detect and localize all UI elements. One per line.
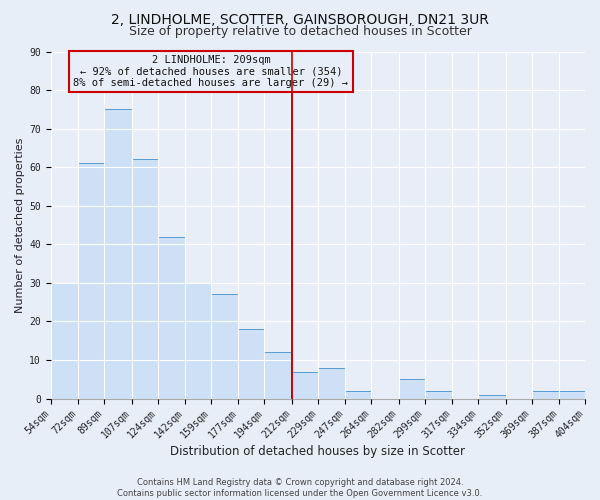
Bar [425,391,452,398]
Bar [559,391,585,398]
Bar [425,391,452,398]
Bar [78,164,104,398]
Bar [265,352,292,399]
Bar [211,294,238,399]
Bar [211,294,238,399]
Bar [50,283,78,399]
Bar [104,110,131,399]
Bar [346,391,371,398]
Bar [318,368,346,398]
X-axis label: Distribution of detached houses by size in Scotter: Distribution of detached houses by size … [170,444,466,458]
Bar [346,391,371,398]
Bar [238,329,265,398]
Bar [559,391,585,398]
Bar [78,164,104,398]
Text: 2 LINDHOLME: 209sqm
← 92% of detached houses are smaller (354)
8% of semi-detach: 2 LINDHOLME: 209sqm ← 92% of detached ho… [73,55,349,88]
Bar [478,395,506,398]
Bar [50,283,78,399]
Bar [478,395,506,398]
Bar [185,283,211,399]
Bar [158,236,185,398]
Text: Contains HM Land Registry data © Crown copyright and database right 2024.
Contai: Contains HM Land Registry data © Crown c… [118,478,482,498]
Bar [265,352,292,399]
Bar [158,236,185,398]
Bar [238,329,265,398]
Bar [399,380,425,398]
Bar [532,391,559,398]
Bar [104,110,131,399]
Bar [292,372,318,398]
Y-axis label: Number of detached properties: Number of detached properties [15,138,25,312]
Bar [318,368,346,398]
Text: 2, LINDHOLME, SCOTTER, GAINSBOROUGH, DN21 3UR: 2, LINDHOLME, SCOTTER, GAINSBOROUGH, DN2… [111,12,489,26]
Bar [292,372,318,398]
Bar [399,380,425,398]
Bar [185,283,211,399]
Bar [532,391,559,398]
Bar [131,160,158,398]
Bar [131,160,158,398]
Text: Size of property relative to detached houses in Scotter: Size of property relative to detached ho… [128,25,472,38]
